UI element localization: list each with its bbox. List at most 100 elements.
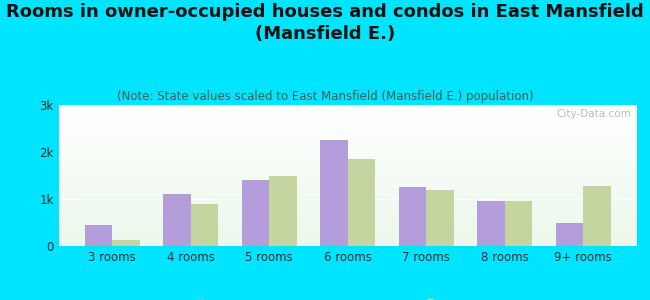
Bar bbox=[58, 195, 637, 197]
Bar bbox=[58, 206, 637, 208]
Bar bbox=[58, 173, 637, 174]
Bar bbox=[58, 214, 637, 215]
Bar bbox=[58, 161, 637, 163]
Bar bbox=[58, 201, 637, 202]
Bar bbox=[58, 150, 637, 152]
Bar bbox=[58, 105, 637, 106]
Bar bbox=[112, 240, 140, 246]
Bar bbox=[58, 229, 637, 230]
Bar bbox=[58, 202, 637, 204]
Bar bbox=[58, 198, 637, 200]
Bar bbox=[58, 135, 637, 136]
Bar bbox=[58, 208, 637, 209]
Bar bbox=[58, 125, 637, 126]
Bar bbox=[58, 145, 637, 146]
Bar bbox=[58, 157, 637, 159]
Bar bbox=[58, 164, 637, 166]
Bar bbox=[58, 132, 637, 133]
Bar bbox=[320, 140, 348, 246]
Bar bbox=[58, 130, 637, 132]
Text: (Note: State values scaled to East Mansfield (Mansfield E.) population): (Note: State values scaled to East Mansf… bbox=[117, 90, 533, 103]
Bar bbox=[58, 194, 637, 195]
Bar bbox=[58, 239, 637, 240]
Bar bbox=[58, 108, 637, 109]
Bar bbox=[58, 146, 637, 147]
Bar bbox=[58, 176, 637, 177]
Bar bbox=[58, 187, 637, 188]
Bar bbox=[58, 220, 637, 222]
Bar bbox=[58, 159, 637, 160]
Bar bbox=[242, 180, 269, 246]
Bar bbox=[58, 160, 637, 161]
Bar bbox=[58, 184, 637, 185]
Bar bbox=[58, 188, 637, 190]
Bar bbox=[58, 137, 637, 139]
Bar bbox=[58, 153, 637, 154]
Bar bbox=[58, 143, 637, 145]
Bar bbox=[58, 163, 637, 164]
Bar bbox=[58, 218, 637, 219]
Bar bbox=[84, 225, 112, 246]
Bar bbox=[58, 128, 637, 129]
Bar bbox=[58, 139, 637, 140]
Bar bbox=[477, 201, 505, 246]
Bar bbox=[58, 191, 637, 192]
Text: Rooms in owner-occupied houses and condos in East Mansfield
(Mansfield E.): Rooms in owner-occupied houses and condo… bbox=[6, 3, 644, 43]
Bar bbox=[58, 209, 637, 211]
Bar bbox=[58, 123, 637, 125]
Bar bbox=[58, 116, 637, 118]
Bar bbox=[269, 176, 297, 246]
Bar bbox=[58, 136, 637, 137]
Bar bbox=[58, 149, 637, 150]
Bar bbox=[58, 166, 637, 167]
Bar bbox=[58, 140, 637, 142]
Bar bbox=[58, 225, 637, 226]
Bar bbox=[58, 181, 637, 182]
Bar bbox=[58, 167, 637, 169]
Bar bbox=[58, 205, 637, 206]
Bar bbox=[58, 178, 637, 180]
Bar bbox=[58, 244, 637, 246]
Bar bbox=[58, 232, 637, 233]
Bar bbox=[58, 224, 637, 225]
Bar bbox=[58, 177, 637, 178]
Bar bbox=[58, 212, 637, 214]
Bar bbox=[190, 204, 218, 246]
Bar bbox=[426, 190, 454, 246]
Bar bbox=[58, 215, 637, 216]
Bar bbox=[58, 111, 637, 112]
Bar bbox=[58, 113, 637, 115]
Bar bbox=[58, 242, 637, 243]
Bar bbox=[163, 194, 190, 246]
Bar bbox=[58, 192, 637, 194]
Bar bbox=[58, 185, 637, 187]
Bar bbox=[58, 236, 637, 238]
Bar bbox=[58, 122, 637, 123]
Bar bbox=[58, 147, 637, 149]
Bar bbox=[58, 240, 637, 242]
Bar bbox=[58, 133, 637, 135]
Bar bbox=[58, 112, 637, 113]
Bar bbox=[58, 126, 637, 128]
Bar bbox=[58, 211, 637, 212]
Bar bbox=[58, 222, 637, 224]
Bar bbox=[58, 156, 637, 157]
Bar bbox=[58, 169, 637, 170]
Bar bbox=[58, 235, 637, 236]
Bar bbox=[58, 233, 637, 235]
Text: City-Data.com: City-Data.com bbox=[556, 109, 631, 119]
Bar bbox=[58, 197, 637, 198]
Bar bbox=[58, 219, 637, 220]
Bar bbox=[58, 154, 637, 156]
Bar bbox=[58, 243, 637, 244]
Bar bbox=[58, 118, 637, 119]
Bar bbox=[348, 159, 375, 246]
Legend: East Mansfield (Mansfield E.), Mansfield: East Mansfield (Mansfield E.), Mansfield bbox=[183, 295, 513, 300]
Bar bbox=[58, 182, 637, 184]
Bar bbox=[58, 170, 637, 171]
Bar bbox=[398, 187, 426, 246]
Bar bbox=[58, 174, 637, 176]
Bar bbox=[58, 129, 637, 130]
Bar bbox=[58, 216, 637, 218]
Bar bbox=[58, 171, 637, 173]
